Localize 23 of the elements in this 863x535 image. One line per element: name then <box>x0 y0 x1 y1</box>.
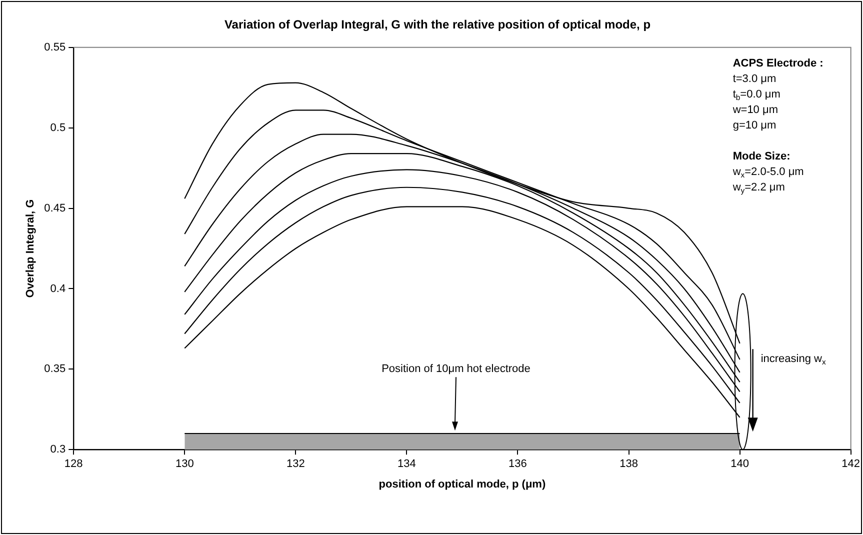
annotation: t=3.0 μm <box>732 72 776 85</box>
annotation: w=10 μm <box>732 104 778 116</box>
x-tick-label: 138 <box>620 458 638 470</box>
y-tick-label: 0.5 <box>50 122 66 134</box>
x-tick-label: 130 <box>175 458 194 470</box>
y-tick-label: 0.55 <box>44 41 66 54</box>
y-tick-label: 0.3 <box>50 444 66 456</box>
y-tick-label: 0.4 <box>50 282 66 295</box>
x-tick-label: 142 <box>842 458 860 470</box>
x-tick-label: 140 <box>730 458 749 470</box>
y-axis-title: Overlap Integral, G <box>24 199 37 298</box>
x-tick-label: 128 <box>64 458 83 470</box>
annotation: Mode Size: <box>732 150 790 162</box>
annotation: ACPS Electrode : <box>732 57 824 70</box>
annotation: g=10 μm <box>732 119 776 132</box>
y-tick-label: 0.35 <box>44 363 66 376</box>
x-tick-label: 134 <box>398 458 416 470</box>
x-axis-title: position of optical mode, p (μm) <box>378 478 546 490</box>
x-tick-label: 136 <box>508 458 527 470</box>
annotation: Position of 10μm hot electrode <box>382 363 530 376</box>
chart-title: Variation of Overlap Integral, G with the relative position of optical mode, p <box>224 18 651 32</box>
y-tick-label: 0.45 <box>44 202 66 214</box>
x-tick-label: 132 <box>286 458 305 470</box>
